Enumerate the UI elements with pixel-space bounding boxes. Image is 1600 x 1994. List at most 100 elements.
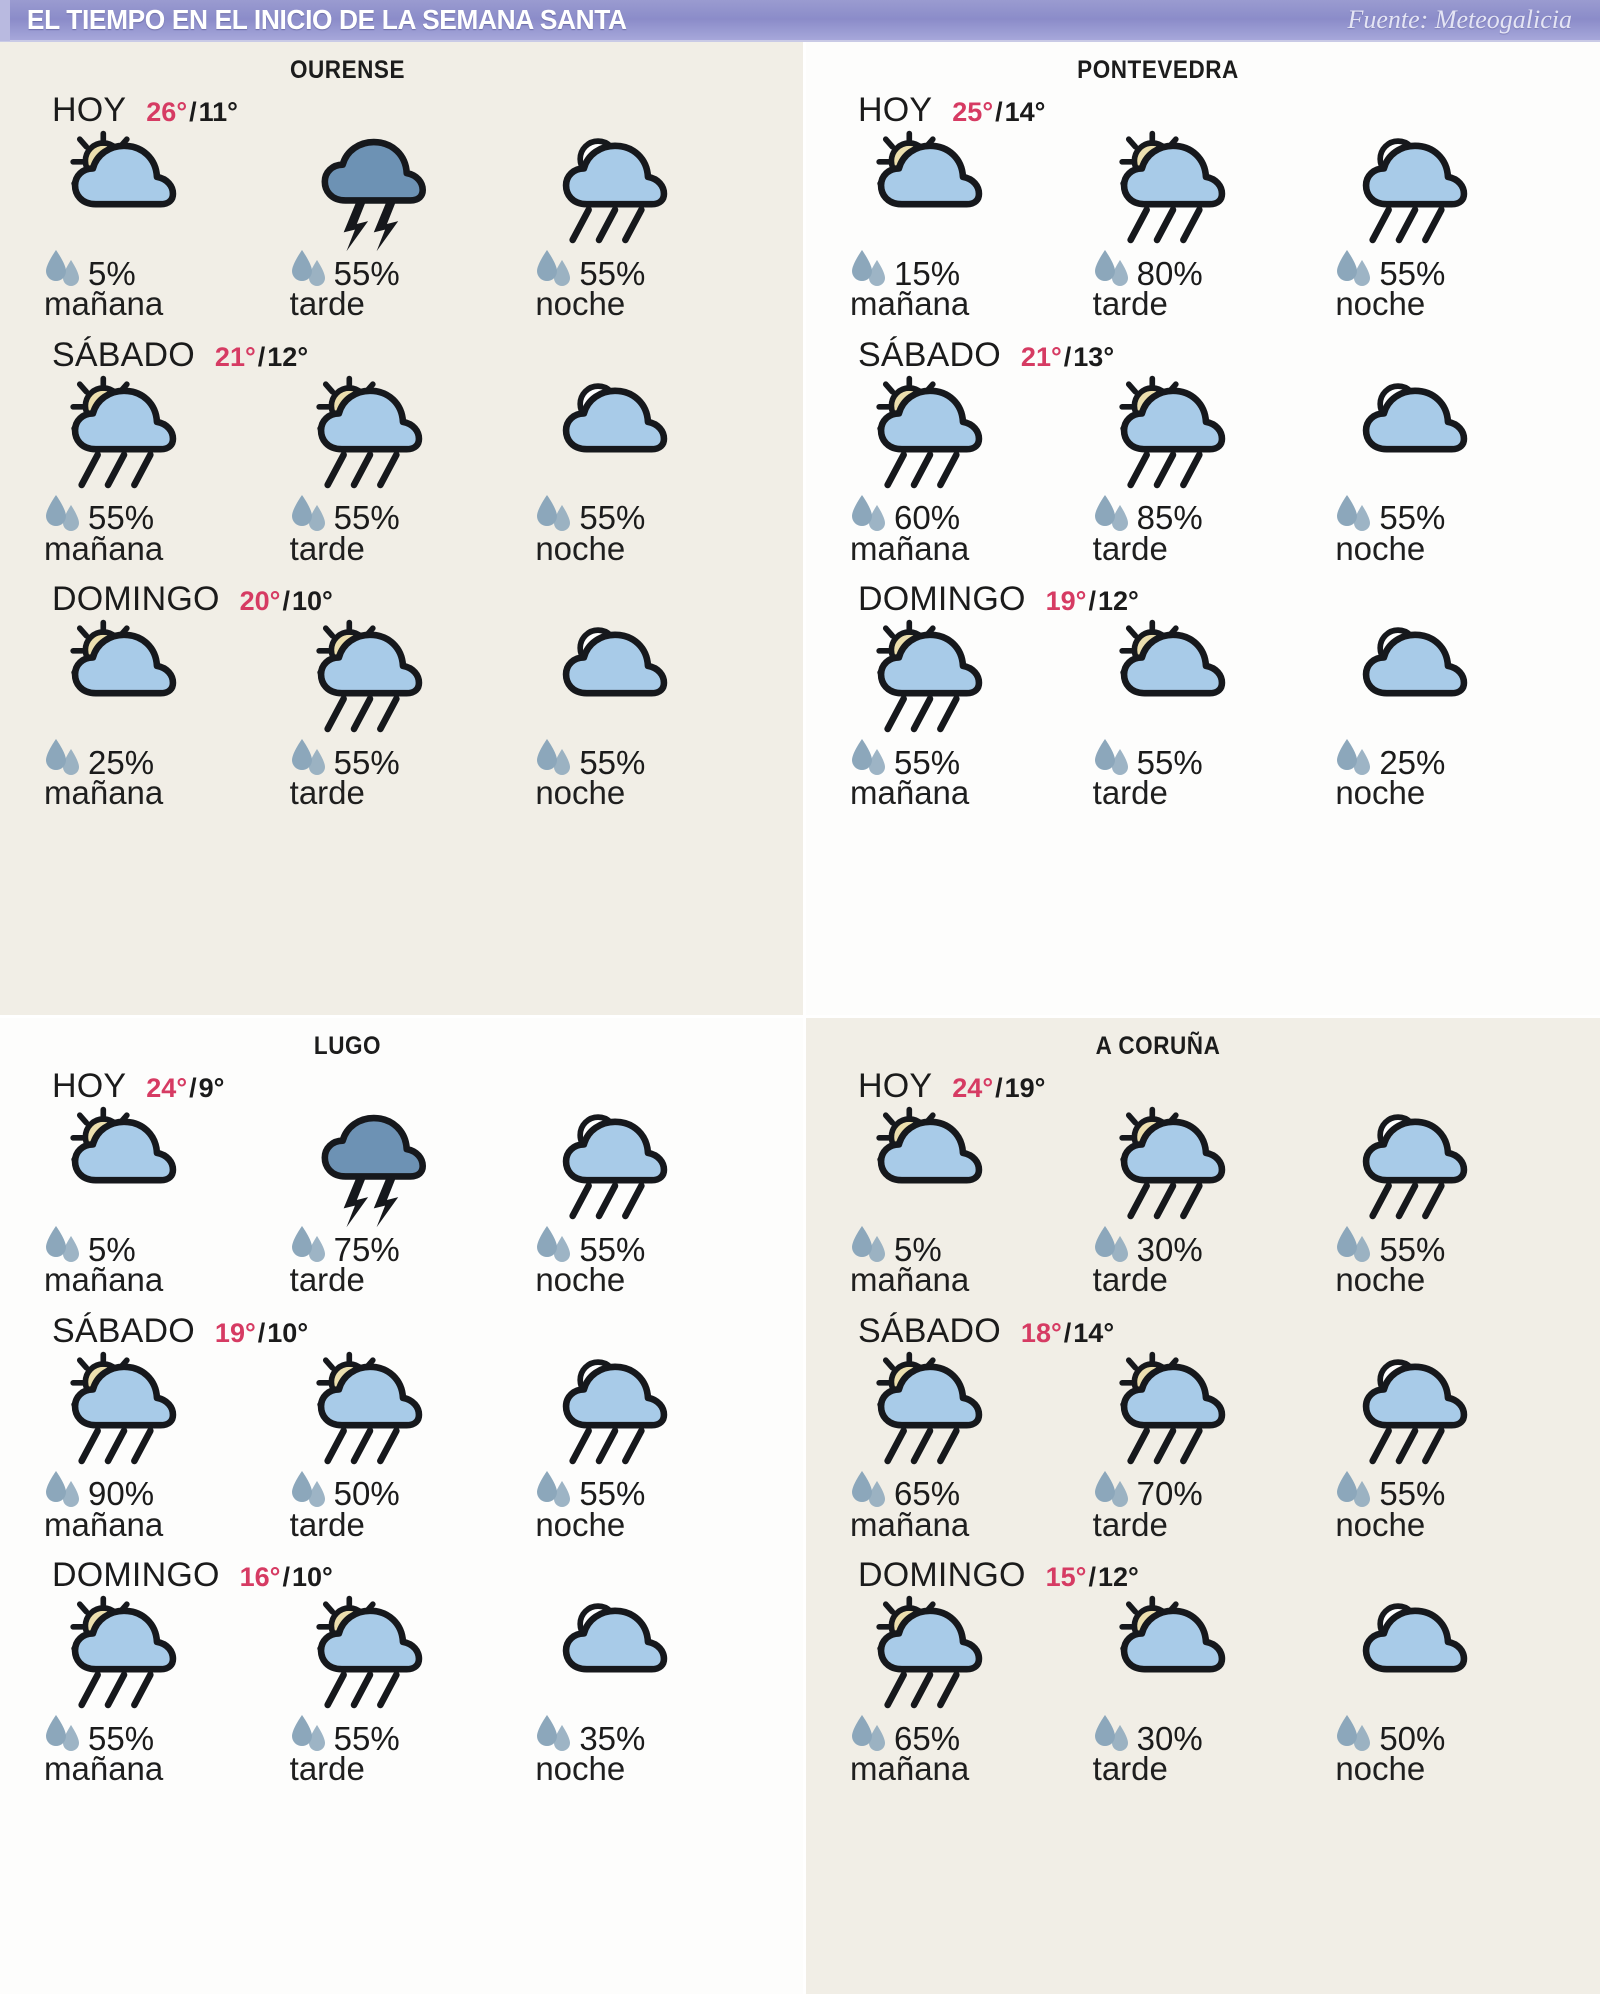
sun-cloud-rain-icon [70, 1351, 177, 1464]
weather-icon-wrap [286, 1113, 436, 1228]
city-panel-a-coruna: A CORUÑA HOY 24°/19° 5% mañana [806, 1018, 1600, 1994]
temp-min: 10° [267, 1317, 309, 1348]
rain-streaks-icon [1127, 206, 1203, 244]
probability-value: 5% [88, 254, 136, 292]
weather-icon-wrap [1089, 375, 1239, 490]
slot-label: tarde [1092, 1505, 1168, 1543]
page-title: EL TIEMPO EN EL INICIO DE LA SEMANA SANT… [26, 4, 627, 35]
precipitation-probability: 30% [1089, 1223, 1203, 1268]
forecast-slot: 55% noche [531, 1113, 777, 1298]
probability-value: 55% [88, 1719, 155, 1757]
sun-cloud-rain-icon [876, 620, 983, 733]
temp-separator: / [995, 1073, 1003, 1103]
temp-min: 11° [198, 97, 238, 127]
slot-label: noche [535, 529, 626, 567]
forecast-slot: 65% mañana [846, 1351, 1089, 1543]
raindrop-icon [46, 494, 79, 531]
rain-streaks-icon [1127, 1182, 1203, 1220]
forecast-slot: 55% mañana [846, 620, 1089, 811]
rain-streaks-icon [884, 1427, 960, 1464]
weather-icon-wrap [1089, 1351, 1239, 1466]
moon-cloud-icon [1363, 1603, 1468, 1673]
slot-label: tarde [289, 1505, 365, 1543]
forecast-slot: 55% noche [1331, 137, 1574, 322]
probability-value: 30% [1136, 1230, 1203, 1268]
probability-value: 30% [1136, 1719, 1203, 1757]
slot-label: tarde [1092, 774, 1168, 812]
forecast-slot: 5% mañana [846, 1106, 1089, 1298]
temp-min: 14° [1004, 97, 1046, 127]
raindrop-icon [852, 1715, 885, 1752]
weather-icon-wrap [846, 1351, 996, 1466]
probability-value: 55% [333, 254, 400, 292]
probability-value: 70% [1136, 1475, 1203, 1513]
rain-streaks-icon [324, 451, 400, 488]
raindrop-icon [1337, 250, 1371, 286]
weather-icon-wrap [1331, 1113, 1481, 1221]
slot-label: tarde [289, 529, 365, 567]
raindrop-icon [1337, 1470, 1371, 1507]
day-slot-row: 90% mañana 50% tarde [18, 1351, 785, 1543]
raindrop-icon [852, 494, 885, 531]
weather-icon-wrap [1331, 137, 1481, 245]
precipitation-probability: 30% [1089, 1712, 1203, 1757]
temp-separator: / [282, 1562, 290, 1593]
moon-cloud-icon [1363, 382, 1468, 453]
moon-cloud-icon [563, 627, 668, 697]
day-forecast-block: SÁBADO 21°/13° 60% mañana [824, 336, 1582, 567]
precipitation-probability: 55% [286, 247, 400, 292]
temp-min: 13° [1073, 341, 1115, 372]
forecast-slot: 55% noche [531, 137, 777, 322]
day-label: DOMINGO [52, 1556, 220, 1595]
weather-icon-wrap [40, 130, 190, 245]
day-label: HOY [52, 91, 127, 129]
moon-cloud-icon [563, 382, 668, 453]
lightning-bolt-icon [343, 1176, 398, 1228]
sun-cloud-rain-icon [316, 1351, 422, 1464]
forecast-slot: 55% tarde [286, 1596, 532, 1787]
raindrop-icon [291, 739, 325, 776]
temp-separator: / [1088, 1562, 1096, 1593]
raindrop-icon [1337, 739, 1371, 776]
slot-label: mañana [44, 529, 164, 567]
precipitation-probability: 90% [40, 1468, 154, 1510]
precipitation-probability: 55% [286, 736, 400, 779]
forecast-slot: 65% mañana [846, 1596, 1089, 1787]
moon-cloud-rain-icon [563, 1114, 668, 1220]
weather-icon-wrap [40, 620, 190, 734]
day-header: HOY 24°/19° [824, 1067, 1582, 1113]
temp-separator: / [1063, 1317, 1072, 1348]
slot-label: noche [535, 285, 626, 322]
sun-cloud-rain-icon [1119, 1106, 1225, 1220]
slot-label: mañana [44, 285, 164, 322]
slot-label: tarde [1092, 1750, 1168, 1788]
day-slot-row: 55% mañana 55% tarde 55% noc [18, 375, 785, 567]
weather-icon-wrap [531, 1358, 681, 1466]
day-label: SÁBADO [858, 335, 1001, 374]
day-forecast-block: DOMINGO 20°/10° 25% mañana [18, 580, 785, 811]
probability-value: 85% [1136, 499, 1203, 537]
precipitation-probability: 25% [40, 736, 154, 779]
forecast-slot: 55% noche [531, 382, 777, 567]
sun-cloud-rain-icon [316, 375, 422, 488]
probability-value: 55% [88, 499, 155, 537]
precipitation-probability: 35% [531, 1712, 645, 1755]
precipitation-probability: 55% [1089, 736, 1203, 779]
temp-min: 10° [291, 586, 333, 617]
rain-streaks-icon [78, 1671, 154, 1709]
day-slot-row: 25% mañana 55% tarde 55% noc [18, 620, 785, 811]
day-header: SÁBADO 19°/10° [18, 1312, 785, 1358]
weather-icon-wrap [286, 620, 436, 734]
temp-separator: / [282, 586, 290, 617]
weather-icon-wrap [286, 1351, 436, 1466]
slot-label: mañana [850, 1505, 970, 1543]
probability-value: 15% [894, 254, 961, 292]
day-forecast-block: SÁBADO 18°/14° 65% mañana [824, 1312, 1582, 1543]
day-forecast-block: HOY 26°/11° 5% mañana 55% tarde [18, 91, 785, 322]
precipitation-probability: 55% [286, 492, 400, 534]
raindrop-icon [1094, 250, 1128, 286]
weather-icon-wrap [846, 1106, 996, 1221]
temp-max: 16° [239, 1562, 281, 1593]
sun-cloud-rain-icon [876, 375, 983, 488]
